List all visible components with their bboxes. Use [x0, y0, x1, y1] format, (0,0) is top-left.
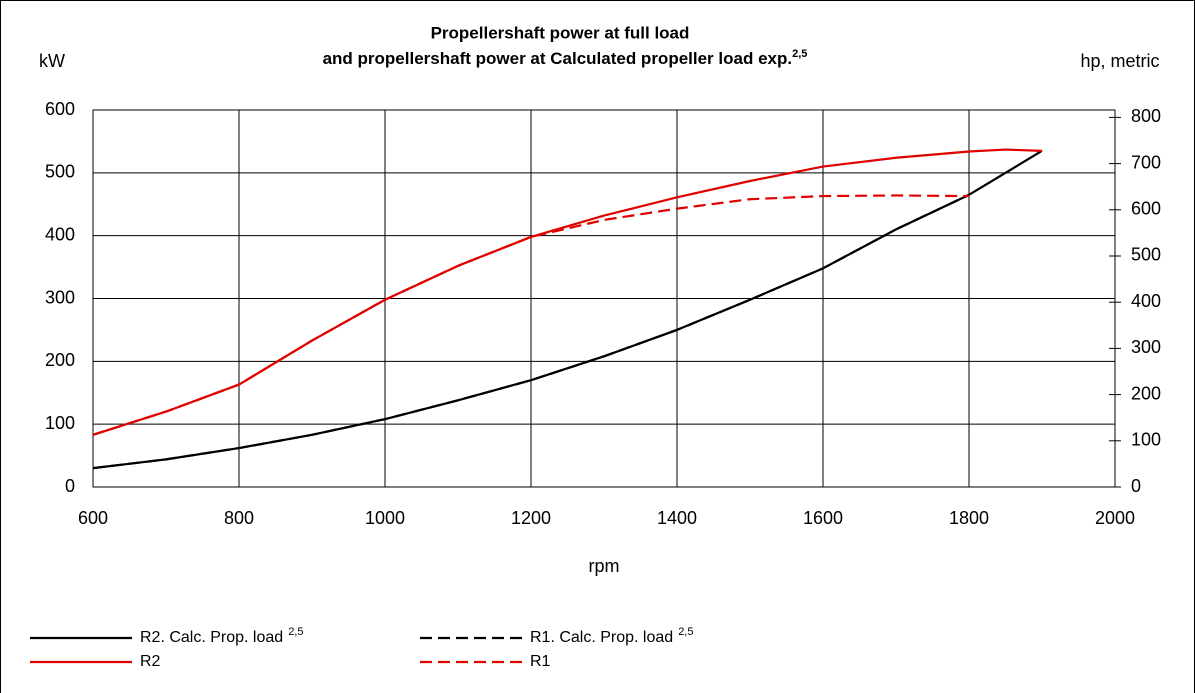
x-tick-label: 600: [78, 508, 108, 528]
y2-tick-label: 800: [1131, 106, 1161, 126]
y-tick-label: 200: [45, 350, 75, 370]
legend-sup: 2,5: [288, 626, 303, 638]
legend-name: R1. Calc. Prop. load: [530, 629, 673, 646]
y2-axis-label: hp, metric: [1080, 51, 1159, 71]
x-axis-label: rpm: [589, 556, 620, 576]
x-tick-label: 800: [224, 508, 254, 528]
chart-title-line: and propellershaft power at Calculated p…: [323, 49, 793, 68]
y2-tick-label: 500: [1131, 245, 1161, 265]
x-tick-label: 1800: [949, 508, 989, 528]
chart-title: and propellershaft power at Calculated p…: [323, 48, 808, 69]
chart-title-sup: 2,5: [792, 48, 807, 60]
legend-name: R1: [530, 653, 551, 670]
y-tick-label: 400: [45, 224, 75, 244]
y2-tick-label: 300: [1131, 337, 1161, 357]
x-tick-label: 1000: [365, 508, 405, 528]
line: [92, 194, 970, 436]
line: [92, 148, 1043, 436]
y-axis-label: kW: [39, 51, 65, 71]
y2-tick-label: 600: [1131, 199, 1161, 219]
line: [92, 149, 1043, 470]
y2-tick-label: 400: [1131, 291, 1161, 311]
legend-sup: 2,5: [678, 626, 693, 638]
legend-label: R1. Calc. Prop. load 2,5: [530, 626, 693, 646]
y2-tick-label: 0: [1131, 476, 1141, 496]
chart-title: Propellershaft power at full load: [431, 23, 690, 42]
y-tick-label: 0: [65, 476, 75, 496]
line: [92, 193, 970, 470]
y-tick-label: 300: [45, 287, 75, 307]
x-tick-label: 1600: [803, 508, 843, 528]
y-tick-label: 500: [45, 162, 75, 182]
plot-border: [92, 109, 1116, 488]
y2-tick-label: 200: [1131, 383, 1161, 403]
x-tick-label: 1400: [657, 508, 697, 528]
legend-label: R2: [140, 653, 161, 670]
y2-tick-label: 700: [1131, 152, 1161, 172]
legend-name: R2. Calc. Prop. load: [140, 629, 283, 646]
x-tick-label: 1200: [511, 508, 551, 528]
x-tick-label: 2000: [1095, 508, 1135, 528]
y-tick-label: 600: [45, 99, 75, 119]
legend-label: R2. Calc. Prop. load 2,5: [140, 626, 303, 646]
y-tick-label: 100: [45, 413, 75, 433]
y2-tick-label: 100: [1131, 430, 1161, 450]
legend-label: R1: [530, 653, 551, 670]
legend-name: R2: [140, 653, 161, 670]
